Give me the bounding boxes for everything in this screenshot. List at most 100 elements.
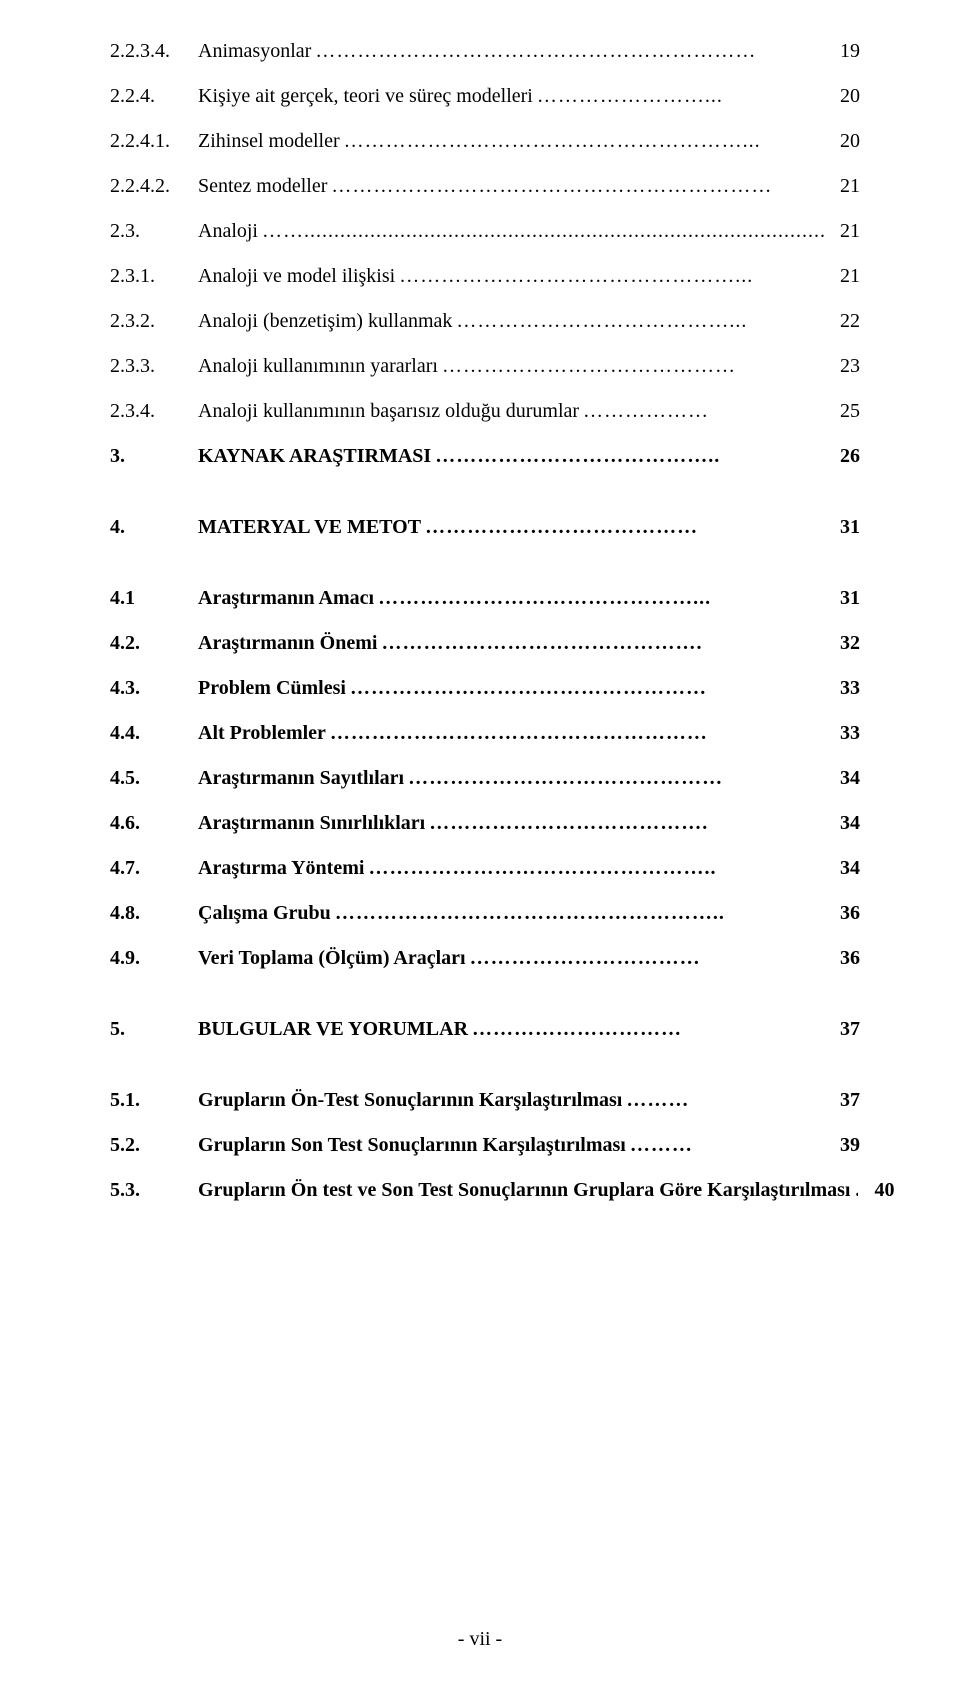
toc-leader: ………………………………… xyxy=(421,516,824,539)
toc-row: 4.1Araştırmanın Amacı………………………………………...3… xyxy=(110,587,860,610)
toc-page: 23 xyxy=(824,355,860,378)
toc-title: BULGULAR VE YORUMLAR xyxy=(198,1018,468,1041)
toc-leader: ……………………………………………………… xyxy=(311,40,824,63)
toc-leader: …………………………………. xyxy=(425,812,824,835)
toc-title: Araştırmanın Sayıtlıları xyxy=(198,767,404,790)
toc-leader: ……………………………………………….. xyxy=(331,902,824,925)
toc-title: Analoji kullanımının yararları xyxy=(198,355,438,378)
toc-leader: ……………………………………………… xyxy=(326,722,824,745)
toc-number: 5.3. xyxy=(110,1179,198,1202)
toc-page: 40 xyxy=(858,1179,894,1202)
toc-row: 4.8.Çalışma Grubu………………………………………………..36 xyxy=(110,902,860,925)
toc-row: 4.2.Araştırmanın Önemi……………………………………….32 xyxy=(110,632,860,655)
toc-title: Sentez modeller xyxy=(198,175,327,198)
toc-page: 22 xyxy=(824,310,860,333)
toc-title: Analoji ve model ilişkisi xyxy=(198,265,395,288)
toc-row: 2.2.3.4.Animasyonlar……………………………………………………… xyxy=(110,40,860,63)
toc-leader: ……………………………………………………… xyxy=(327,175,824,198)
toc-row: 2.3.4.Analoji kullanımının başarısız old… xyxy=(110,400,860,423)
toc-row: 5.BULGULAR VE YORUMLAR…………………………37 xyxy=(110,1018,860,1041)
toc-number: 2.3.2. xyxy=(110,310,198,333)
toc-title: Grupların Ön-Test Sonuçlarının Karşılaşt… xyxy=(198,1089,622,1112)
toc-number: 4.5. xyxy=(110,767,198,790)
toc-title: Zihinsel modeller xyxy=(198,130,340,153)
toc-number: 3. xyxy=(110,445,198,468)
toc-page: 31 xyxy=(824,587,860,610)
toc-number: 2.3.1. xyxy=(110,265,198,288)
toc-row: 4.7.Araştırma Yöntemi…………………………………………..3… xyxy=(110,857,860,880)
toc-title: Araştırmanın Amacı xyxy=(198,587,374,610)
toc-page: 39 xyxy=(824,1134,860,1157)
toc-page: 20 xyxy=(824,130,860,153)
toc-number: 5.1. xyxy=(110,1089,198,1112)
toc-leader: …………………………………………… xyxy=(346,677,824,700)
toc-row: 4.6.Araştırmanın Sınırlılıkları………………………… xyxy=(110,812,860,835)
toc-page: 36 xyxy=(824,902,860,925)
toc-page: 37 xyxy=(824,1018,860,1041)
toc-title: Grupların Son Test Sonuçlarının Karşılaş… xyxy=(198,1134,626,1157)
toc-title: Çalışma Grubu xyxy=(198,902,331,925)
toc-page: 31 xyxy=(824,516,860,539)
toc-leader: ……………………………………… xyxy=(404,767,824,790)
toc-leader: ………………………………………... xyxy=(374,587,824,610)
toc-title: Analoji kullanımının başarısız olduğu du… xyxy=(198,400,579,423)
toc-title: Araştırmanın Önemi xyxy=(198,632,377,655)
toc-leader: ……………………………………………….. xyxy=(850,1179,858,1202)
toc-title: Araştırma Yöntemi xyxy=(198,857,364,880)
toc-row: 2.3.Analoji……...........................… xyxy=(110,220,860,243)
toc-title: Problem Cümlesi xyxy=(198,677,346,700)
toc-row: 5.3.Grupların Ön test ve Son Test Sonuçl… xyxy=(110,1179,860,1202)
toc-leader: ……………………... xyxy=(533,85,824,108)
toc-page: 34 xyxy=(824,812,860,835)
page-footer: - vii - xyxy=(0,1628,960,1651)
toc-number: 4.2. xyxy=(110,632,198,655)
toc-number: 2.2.3.4. xyxy=(110,40,198,63)
toc-title: KAYNAK ARAŞTIRMASI xyxy=(198,445,431,468)
toc-row: 2.3.1.Analoji ve model ilişkisi………………………… xyxy=(110,265,860,288)
toc-row: 2.2.4.1.Zihinsel modeller………………………………………… xyxy=(110,130,860,153)
toc-number: 4. xyxy=(110,516,198,539)
toc-title: Grupların Ön test ve Son Test Sonuçların… xyxy=(198,1179,850,1202)
toc-row: 3.KAYNAK ARAŞTIRMASI…………………………………..26 xyxy=(110,445,860,468)
toc-leader: ………………………………………. xyxy=(377,632,824,655)
toc-number: 4.9. xyxy=(110,947,198,970)
toc-number: 4.7. xyxy=(110,857,198,880)
toc-number: 5.2. xyxy=(110,1134,198,1157)
toc-number: 4.6. xyxy=(110,812,198,835)
toc-title: Araştırmanın Sınırlılıkları xyxy=(198,812,425,835)
toc-page: 32 xyxy=(824,632,860,655)
toc-leader: …………………………………………………... xyxy=(340,130,824,153)
toc-title: Analoji (benzetişim) kullanmak xyxy=(198,310,452,333)
toc-page: 33 xyxy=(824,677,860,700)
toc-page: 19 xyxy=(824,40,860,63)
toc-leader: ………………………………….. xyxy=(431,445,824,468)
toc-number: 4.8. xyxy=(110,902,198,925)
toc-number: 2.2.4. xyxy=(110,85,198,108)
toc-page: 36 xyxy=(824,947,860,970)
toc-row: 5.1.Grupların Ön-Test Sonuçlarının Karşı… xyxy=(110,1089,860,1112)
toc-title: Animasyonlar xyxy=(198,40,311,63)
toc-leader: ………………………………………….. xyxy=(364,857,824,880)
toc-row: 4.MATERYAL VE METOT…………………………………31 xyxy=(110,516,860,539)
toc-number: 2.3. xyxy=(110,220,198,243)
toc-number: 2.2.4.1. xyxy=(110,130,198,153)
toc-number: 4.4. xyxy=(110,722,198,745)
toc-page: 21 xyxy=(824,220,860,243)
toc-leader: ……………… xyxy=(579,400,824,423)
toc-page: 37 xyxy=(824,1089,860,1112)
toc-number: 5. xyxy=(110,1018,198,1041)
toc-row: 2.2.4.2.Sentez modeller……………………………………………… xyxy=(110,175,860,198)
toc-row: 4.4.Alt Problemler………………………………………………33 xyxy=(110,722,860,745)
toc-leader: …………………………………………... xyxy=(395,265,824,288)
toc-page: 25 xyxy=(824,400,860,423)
toc-leader: ……… xyxy=(622,1089,824,1112)
toc-row: 2.2.4.Kişiye ait gerçek, teori ve süreç … xyxy=(110,85,860,108)
toc-row: 4.5.Araştırmanın Sayıtlıları………………………………… xyxy=(110,767,860,790)
toc-title: Kişiye ait gerçek, teori ve süreç modell… xyxy=(198,85,533,108)
toc-leader: …………………………… xyxy=(466,947,824,970)
toc-row: 2.3.2.Analoji (benzetişim) kullanmak…………… xyxy=(110,310,860,333)
toc-page: 21 xyxy=(824,175,860,198)
toc-page: 34 xyxy=(824,767,860,790)
toc-row: 4.9.Veri Toplama (Ölçüm) Araçları…………………… xyxy=(110,947,860,970)
toc-row: 2.3.3.Analoji kullanımının yararları…………… xyxy=(110,355,860,378)
